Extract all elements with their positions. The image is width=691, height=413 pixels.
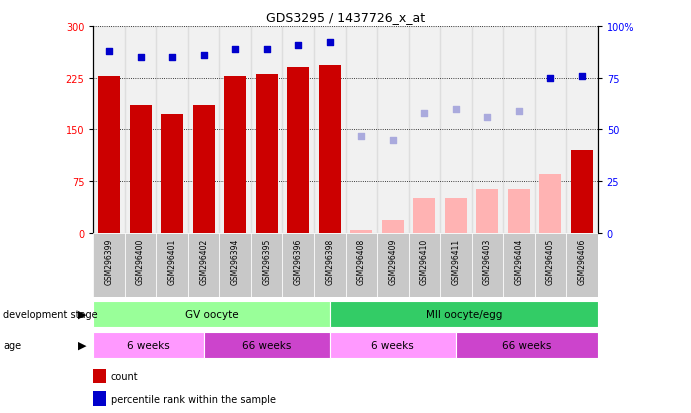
Bar <box>220 233 251 297</box>
Bar <box>251 233 283 297</box>
Bar <box>503 233 535 297</box>
Bar <box>571 151 593 233</box>
Bar <box>193 105 215 233</box>
Bar <box>381 221 404 233</box>
Bar <box>346 233 377 297</box>
Text: age: age <box>3 340 21 350</box>
Bar <box>93 233 125 297</box>
Bar <box>314 27 346 233</box>
Bar <box>330 301 598 327</box>
Text: count: count <box>111 371 138 381</box>
Text: GSM296408: GSM296408 <box>357 238 366 285</box>
Text: GSM296402: GSM296402 <box>199 238 208 285</box>
Bar <box>408 27 440 233</box>
Bar <box>125 27 156 233</box>
Bar <box>161 114 183 233</box>
Text: GSM296410: GSM296410 <box>420 238 429 285</box>
Bar <box>535 27 566 233</box>
Point <box>387 137 398 144</box>
Bar <box>566 233 598 297</box>
Bar <box>287 68 310 233</box>
Point <box>419 110 430 117</box>
Text: GSM296409: GSM296409 <box>388 238 397 285</box>
Point <box>104 48 115 55</box>
Bar <box>314 233 346 297</box>
Bar <box>129 106 151 233</box>
Text: ▶: ▶ <box>78 340 86 350</box>
Point <box>576 73 587 80</box>
Text: 66 weeks: 66 weeks <box>502 340 551 350</box>
Bar <box>440 233 472 297</box>
Text: development stage: development stage <box>3 309 98 319</box>
Text: GSM296401: GSM296401 <box>168 238 177 285</box>
Text: GV oocyte: GV oocyte <box>184 309 238 319</box>
Point <box>513 108 524 115</box>
Text: GSM296395: GSM296395 <box>262 238 271 285</box>
Bar <box>566 27 598 233</box>
Bar <box>408 233 440 297</box>
Text: GSM296405: GSM296405 <box>546 238 555 285</box>
Bar <box>93 332 204 358</box>
Bar <box>98 76 120 233</box>
Bar <box>204 332 330 358</box>
Text: MII oocyte/egg: MII oocyte/egg <box>426 309 502 319</box>
Bar <box>377 27 408 233</box>
Point <box>356 133 367 140</box>
Bar <box>377 233 408 297</box>
Bar <box>125 233 156 297</box>
Text: ▶: ▶ <box>78 309 86 319</box>
Bar <box>188 233 220 297</box>
Bar <box>283 27 314 233</box>
Bar <box>283 233 314 297</box>
Bar <box>503 27 535 233</box>
Bar <box>445 199 467 233</box>
Bar <box>540 175 562 233</box>
Bar <box>535 233 566 297</box>
Bar <box>93 27 125 233</box>
Bar <box>224 76 246 233</box>
Text: 6 weeks: 6 weeks <box>372 340 414 350</box>
Bar <box>413 199 435 233</box>
Bar <box>256 75 278 233</box>
Text: GSM296396: GSM296396 <box>294 238 303 285</box>
Bar <box>251 27 283 233</box>
Point <box>451 106 462 113</box>
Bar <box>471 27 503 233</box>
Text: GSM296394: GSM296394 <box>231 238 240 285</box>
Bar <box>350 230 372 233</box>
Bar <box>156 233 188 297</box>
Bar <box>220 27 251 233</box>
Text: GSM296399: GSM296399 <box>104 238 113 285</box>
Text: GSM296406: GSM296406 <box>578 238 587 285</box>
Bar <box>456 332 598 358</box>
Bar <box>93 301 330 327</box>
Bar <box>346 27 377 233</box>
Text: GSM296398: GSM296398 <box>325 238 334 285</box>
Bar <box>471 233 503 297</box>
Point <box>167 55 178 61</box>
Bar <box>476 190 498 233</box>
Text: percentile rank within the sample: percentile rank within the sample <box>111 394 276 404</box>
Point <box>293 42 304 49</box>
Point <box>135 55 146 61</box>
Text: GSM296403: GSM296403 <box>483 238 492 285</box>
Bar <box>319 66 341 233</box>
Bar <box>330 332 456 358</box>
Text: 66 weeks: 66 weeks <box>242 340 292 350</box>
Bar <box>440 27 472 233</box>
Point <box>229 46 240 53</box>
Bar <box>156 27 188 233</box>
Point <box>482 114 493 121</box>
Bar <box>508 190 530 233</box>
Bar <box>188 27 220 233</box>
Point <box>261 46 272 53</box>
Point <box>198 52 209 59</box>
Text: GSM296411: GSM296411 <box>451 238 460 285</box>
Point <box>324 40 335 47</box>
Text: GSM296404: GSM296404 <box>514 238 523 285</box>
Text: GSM296400: GSM296400 <box>136 238 145 285</box>
Text: 6 weeks: 6 weeks <box>127 340 170 350</box>
Title: GDS3295 / 1437726_x_at: GDS3295 / 1437726_x_at <box>266 11 425 24</box>
Point <box>545 75 556 82</box>
